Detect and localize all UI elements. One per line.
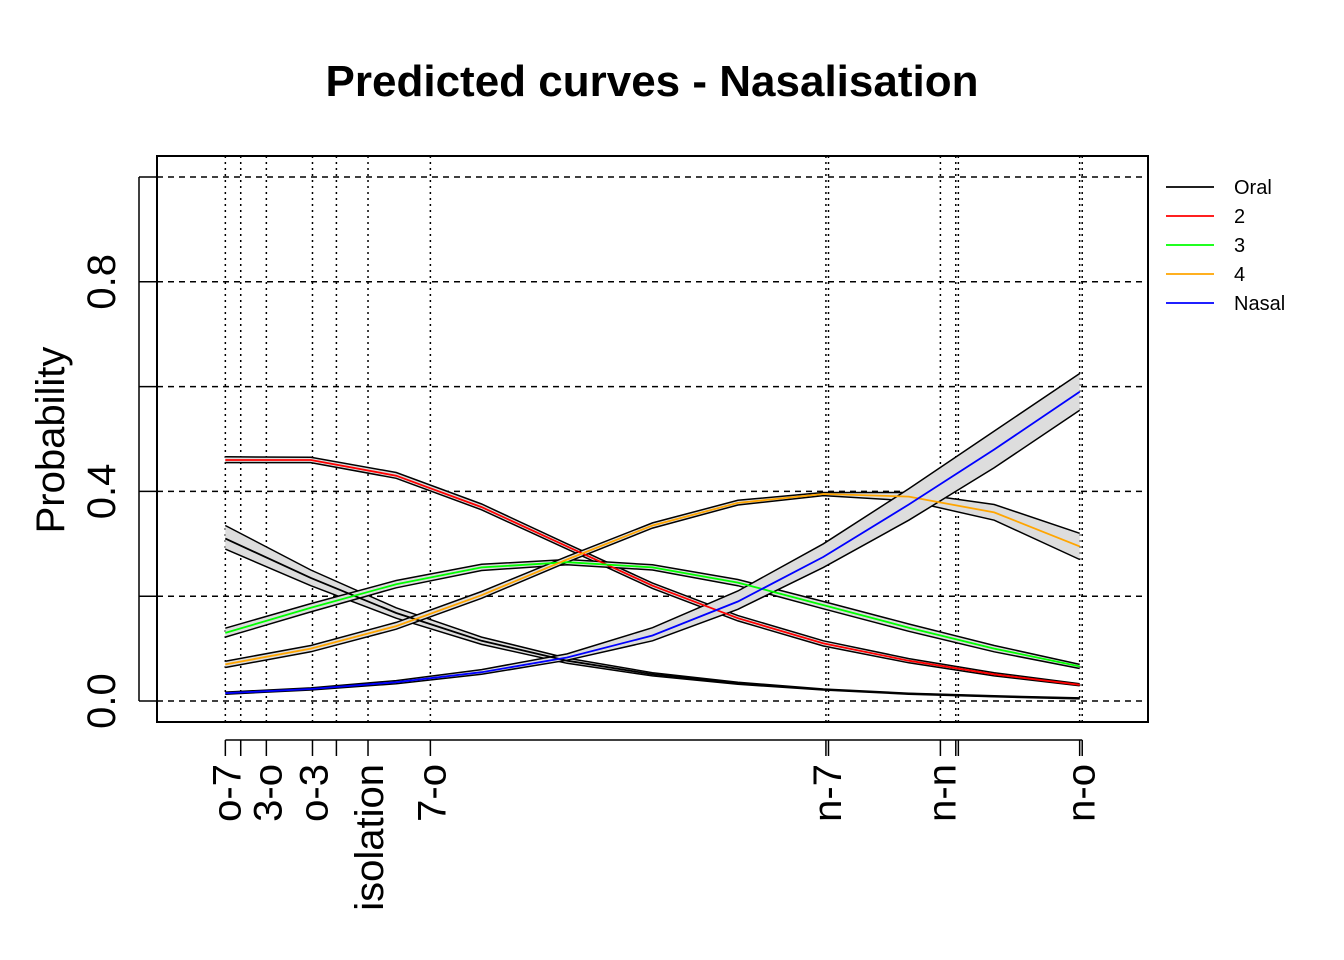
- band-edge-lower: [225, 494, 1081, 669]
- legend-label: 2: [1234, 206, 1245, 228]
- band-edge-upper: [225, 558, 1080, 666]
- series-line: [225, 391, 1081, 695]
- series-line: [225, 493, 1081, 666]
- legend-label: Nasal: [1234, 293, 1285, 315]
- confidence-bands: [224, 372, 1081, 700]
- confidence-band: [225, 559, 1080, 669]
- series-line: [225, 561, 1080, 668]
- y-tick-label: 0.8: [80, 254, 124, 310]
- y-tick-label: 0.0: [80, 673, 124, 729]
- y-axis: 0.0 0.4 0.8: [80, 176, 157, 729]
- band-edge-upper: [225, 372, 1081, 693]
- x-tick-label: 3-o: [246, 764, 290, 822]
- y-axis-title: Probability: [29, 347, 73, 534]
- legend-label: 4: [1234, 264, 1245, 286]
- chart-title: Predicted curves - Nasalisation: [326, 57, 979, 106]
- series-line: [224, 537, 1080, 700]
- band-edge-lower: [225, 564, 1080, 670]
- legend-label: Oral: [1234, 177, 1272, 199]
- grid-lines: [157, 176, 1148, 702]
- band-edge-upper: [225, 456, 1080, 685]
- x-tick-label: isolation: [348, 764, 392, 911]
- x-marker-lines: [224, 156, 1083, 722]
- band-edge-upper: [224, 524, 1080, 699]
- x-axis: o-73-o o-3 isolation 7-o n-7 n-n n-o: [205, 739, 1104, 911]
- series-line: [225, 459, 1080, 686]
- series-lines: [224, 391, 1081, 700]
- x-tick-label: o-3: [292, 764, 336, 822]
- y-tick-label: 0.4: [80, 464, 124, 520]
- band-edge-lower: [225, 548, 1080, 700]
- x-tick-label: 7-o: [410, 764, 454, 822]
- x-tick-label: o-7: [205, 764, 249, 822]
- x-tick-label: n-o: [1060, 764, 1104, 822]
- legend-label: 3: [1234, 235, 1245, 257]
- x-tick-label: n-7: [806, 764, 850, 822]
- legend: Oral 2 3 4 Nasal: [1166, 177, 1285, 315]
- band-edge-lower: [225, 461, 1080, 687]
- band-edge-lower: [225, 409, 1081, 695]
- confidence-band: [225, 373, 1080, 695]
- x-tick-label: n-n: [920, 764, 964, 822]
- plot-frame: [156, 155, 1149, 723]
